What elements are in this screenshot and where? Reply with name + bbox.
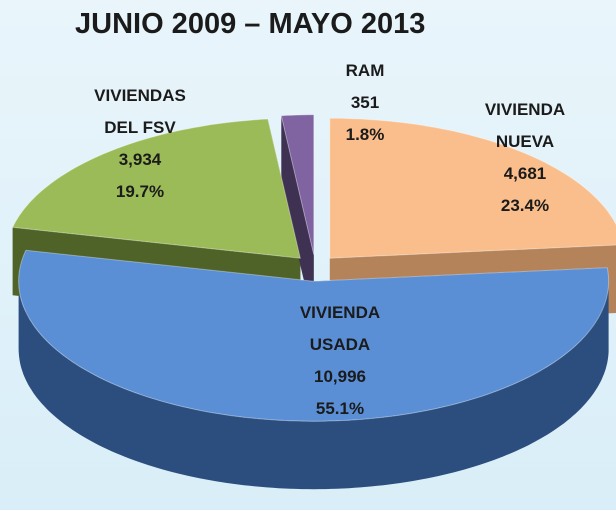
data-label: VIVIENDAS DEL FSV 3,934 19.7% bbox=[75, 80, 205, 208]
slice bbox=[18, 249, 610, 422]
percentage-label: 19.7% bbox=[115, 182, 165, 201]
category: VIVIENDAS DEL FSV bbox=[94, 86, 186, 137]
category: VIVIENDA USADA bbox=[299, 303, 381, 354]
percentage-label: 55.1% bbox=[315, 399, 365, 418]
category: RAM bbox=[345, 61, 385, 80]
slice-side bbox=[18, 281, 609, 490]
slice bbox=[329, 117, 616, 259]
percentage-label: 23.4% bbox=[500, 196, 550, 215]
data-label: VIVIENDA USADA 10,996 55.1% bbox=[275, 297, 405, 425]
value-label: 10,996 bbox=[314, 367, 366, 386]
category: VIVIENDA NUEVA bbox=[484, 100, 566, 151]
slice bbox=[280, 114, 315, 255]
value-label: 3,934 bbox=[118, 150, 162, 169]
value-label: 351 bbox=[350, 93, 380, 112]
chart-title: JUNIO 2009 – MAYO 2013 bbox=[75, 8, 426, 40]
data-label: VIVIENDA NUEVA 4,681 23.4% bbox=[460, 94, 590, 222]
percentage-label: 1.8% bbox=[345, 125, 385, 144]
value-label: 4,681 bbox=[503, 164, 547, 183]
data-label: RAM 351 1.8% bbox=[300, 55, 430, 151]
slice-edge bbox=[281, 115, 314, 323]
slice bbox=[11, 118, 301, 259]
